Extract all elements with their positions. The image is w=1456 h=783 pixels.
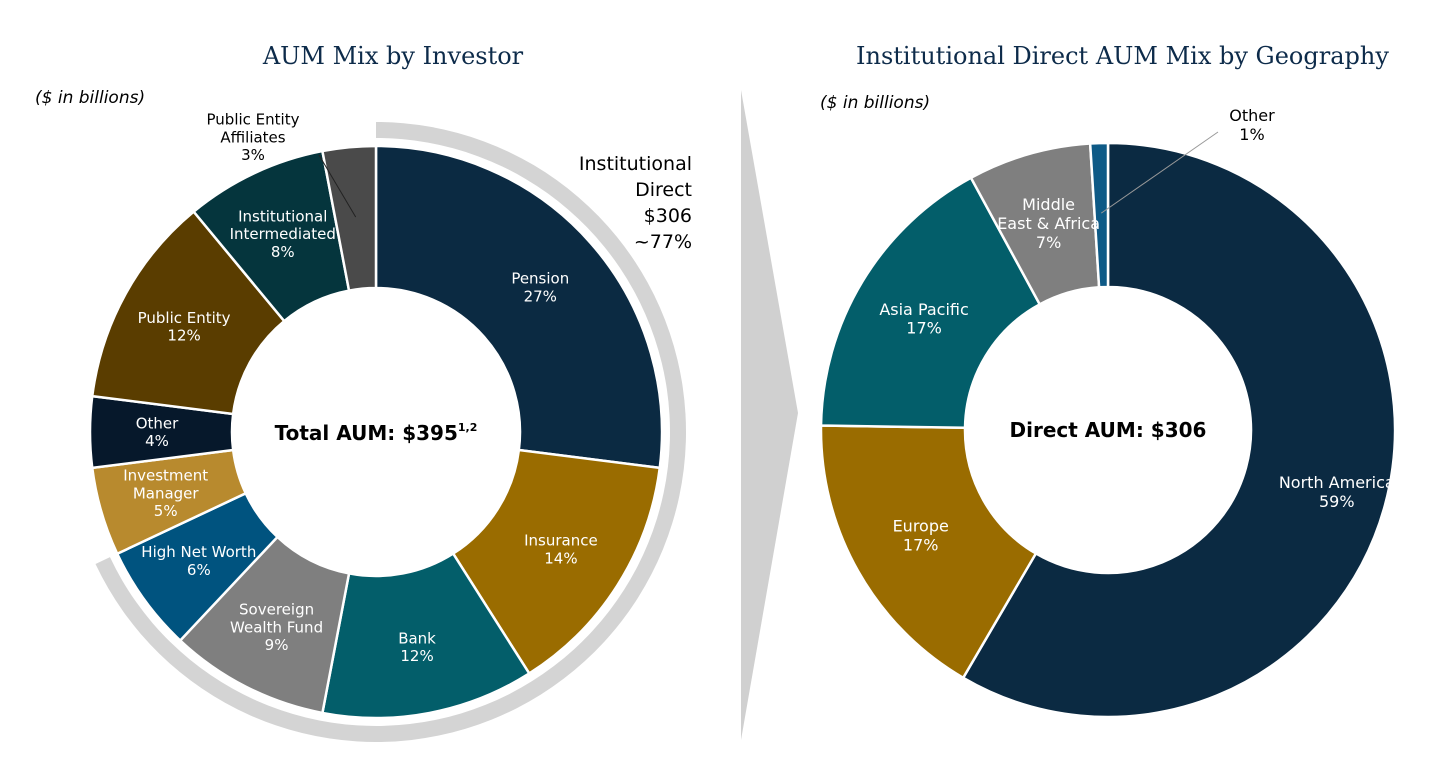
leader-line xyxy=(1100,131,1219,214)
slice-europe xyxy=(819,424,1038,680)
slice-other xyxy=(1088,141,1110,289)
divider-arrow xyxy=(741,90,798,740)
investor-donut xyxy=(88,144,664,720)
slice-label-sovereign-wealth-fund: Sovereign Wealth Fund 9% xyxy=(230,601,323,654)
investor-labels: Pension 27% Insurance 14% Bank 12% Sovereign We… xyxy=(123,111,692,666)
slice-label-other: Other 1% xyxy=(1229,106,1275,144)
slice-label-high-net-worth: High Net Worth 6% xyxy=(141,543,256,579)
leader-line xyxy=(318,154,357,218)
geography-donut xyxy=(819,141,1397,719)
slice-label-public-entity-affiliates: Public Entity Affiliates 3% xyxy=(207,111,300,164)
slice-public-entity-affiliates xyxy=(320,144,378,293)
bracket-label: Institutional Direct $306 ~77% xyxy=(579,153,692,253)
right-chart-title: Institutional Direct AUM Mix by Geograph… xyxy=(856,42,1389,70)
slice-label-insurance: Insurance 14% xyxy=(524,532,598,568)
slice-label-public-entity: Public Entity 12% xyxy=(138,309,231,345)
slice-label-pension: Pension 27% xyxy=(511,270,569,306)
total-aum-label: Total AUM: $3951,2 xyxy=(275,421,478,445)
slice-pension xyxy=(374,144,664,470)
slice-label-europe: Europe 17% xyxy=(893,517,949,555)
slice-north-america xyxy=(961,141,1397,719)
slice-label-institutional-intermediated: Institutional Intermediated 8% xyxy=(230,207,336,260)
geography-labels: North America 59% Europe 17% Asia Pacific 17%… xyxy=(879,106,1394,554)
right-units-note: ($ in billions) xyxy=(820,93,931,113)
slice-insurance xyxy=(451,448,662,676)
slice-asia-pacific xyxy=(819,176,1042,430)
slice-public-entity xyxy=(90,209,286,416)
left-chart-title: AUM Mix by Investor xyxy=(262,42,524,70)
slice-label-bank: Bank 12% xyxy=(398,630,436,666)
slice-label-asia-pacific: Asia Pacific 17% xyxy=(879,300,968,338)
slice-label-other: Other 4% xyxy=(136,414,179,450)
slice-label-north-america: North America 59% xyxy=(1279,473,1395,511)
slice-bank xyxy=(320,551,531,720)
investor-center-label: Total AUM: $3951,2 xyxy=(275,421,478,445)
left-units-note: ($ in billions) xyxy=(35,88,146,108)
slice-label-middle-east-africa: Middle East & Africa 7% xyxy=(997,195,1100,252)
geography-center-label: Direct AUM: $306 xyxy=(1010,418,1207,442)
direct-aum-label: Direct AUM: $306 xyxy=(1010,418,1207,442)
slice-label-investment-manager: Investment Manager 5% xyxy=(123,467,208,520)
